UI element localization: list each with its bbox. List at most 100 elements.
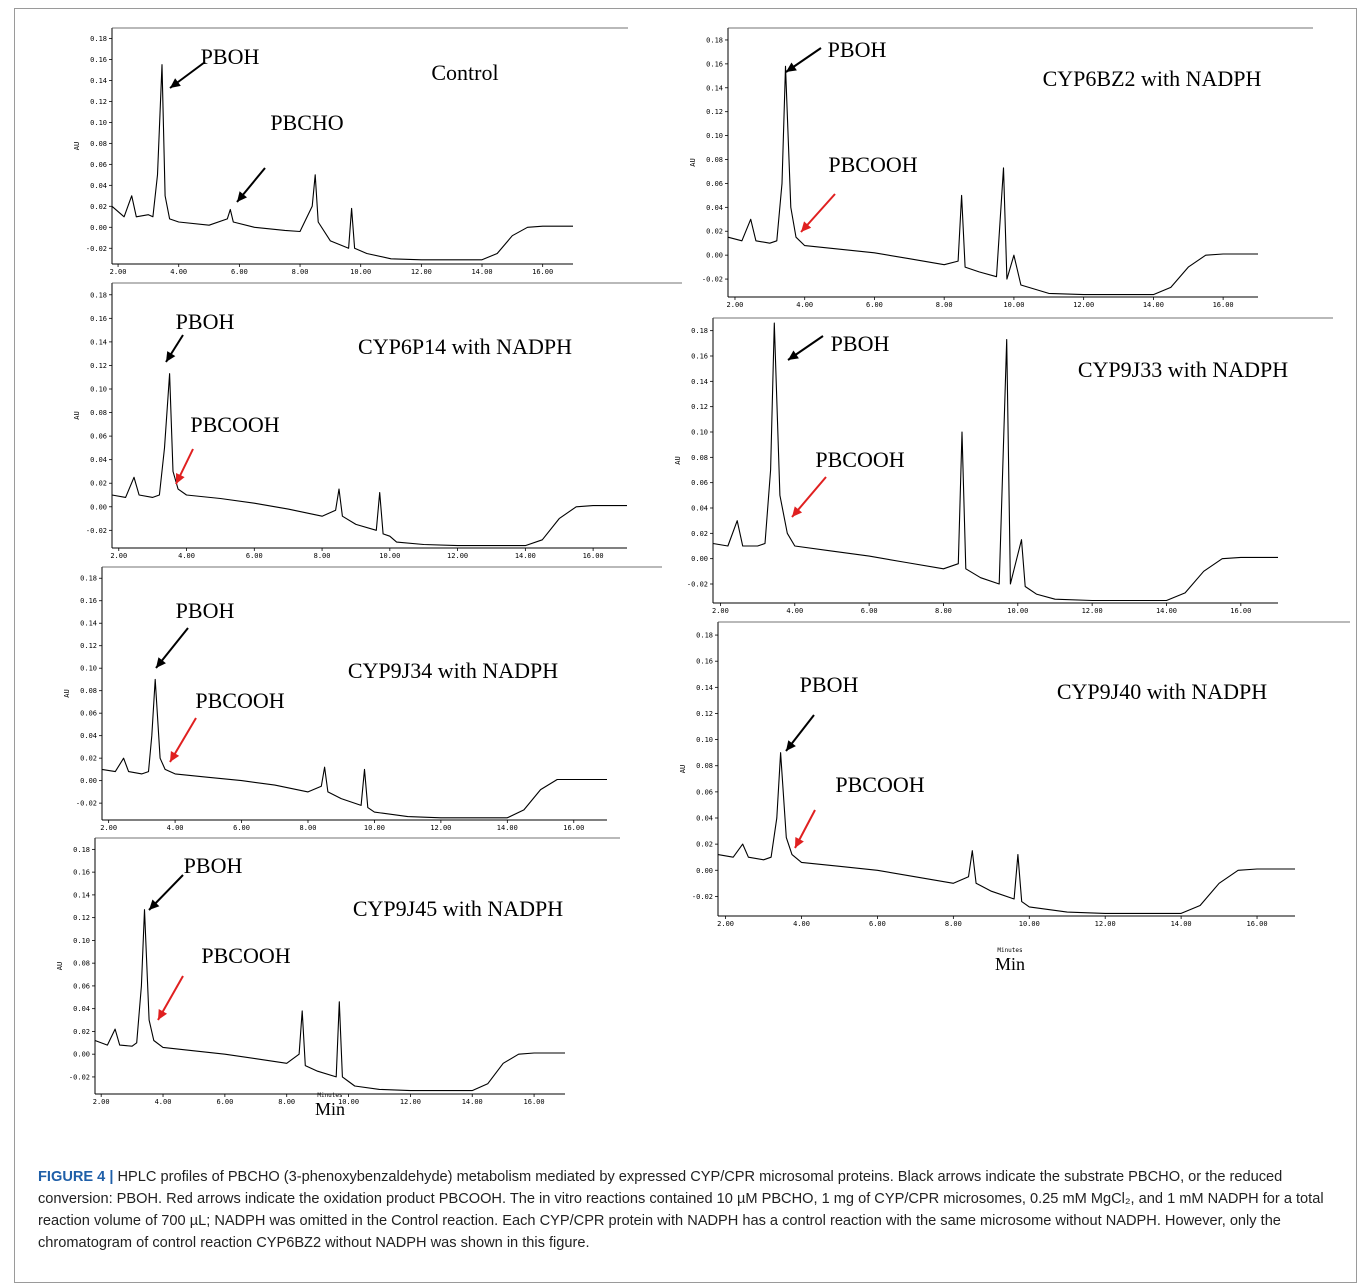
y-tick-label: 0.10 — [73, 937, 90, 945]
peak-arrow-head — [166, 351, 176, 362]
peak-label: PBOH — [831, 331, 890, 356]
x-tick-label: 10.00 — [1019, 920, 1040, 928]
y-tick-label: 0.16 — [696, 658, 713, 666]
y-tick-label: 0.00 — [73, 1051, 90, 1059]
x-tick-label: 6.00 — [861, 607, 878, 615]
y-tick-label: -0.02 — [692, 893, 713, 901]
peak-arrow-head — [176, 473, 185, 484]
caption-text: HPLC profiles of PBCHO (3-phenoxybenzald… — [38, 1169, 1324, 1251]
y-tick-label: 0.12 — [691, 403, 708, 411]
x-tick-label: 12.00 — [400, 1098, 421, 1106]
x-tick-label: 14.00 — [462, 1098, 483, 1106]
y-tick-label: 0.14 — [90, 77, 107, 85]
y-tick-label: 0.18 — [80, 575, 97, 583]
peak-label: PBCOOH — [195, 688, 284, 713]
chromatogram-panel: -0.02 0.00 0.02 0.04 0.06 0.08 0.10 0.12 0.14 0.1… — [63, 566, 662, 832]
chromatogram-panel: -0.02 0.00 0.02 0.04 0.06 0.08 0.10 0.12 0.14 0.1… — [679, 621, 1350, 974]
y-tick-label: 0.06 — [696, 788, 713, 796]
peak-arrow-head — [156, 657, 166, 668]
peak-arrow-head — [170, 751, 180, 762]
x-tick-label: 6.00 — [231, 268, 248, 276]
x-tick-label: 4.00 — [170, 268, 187, 276]
y-tick-label: 0.08 — [696, 762, 713, 770]
x-tick-label: 8.00 — [300, 824, 317, 832]
y-tick-label: 0.12 — [73, 914, 90, 922]
y-tick-label: -0.02 — [86, 527, 107, 535]
x-tick-label: 2.00 — [110, 552, 127, 560]
x-tick-label: 4.00 — [796, 301, 813, 309]
y-tick-label: 0.00 — [90, 224, 107, 232]
y-tick-label: -0.02 — [702, 276, 723, 284]
figure-caption: FIGURE 4 | HPLC profiles of PBCHO (3-phe… — [38, 1166, 1328, 1254]
x-tick-label: 8.00 — [292, 268, 309, 276]
peak-arrow-head — [237, 191, 247, 202]
x-tick-label: 10.00 — [1007, 607, 1028, 615]
x-tick-label: 16.00 — [563, 824, 584, 832]
y-tick-label: 0.04 — [90, 182, 107, 190]
y-tick-label: 0.14 — [73, 891, 90, 899]
x-tick-label: 8.00 — [314, 552, 331, 560]
series-trace — [101, 678, 607, 819]
y-tick-label: -0.02 — [76, 800, 97, 808]
x-tick-label: 2.00 — [717, 920, 734, 928]
series-trace — [111, 373, 627, 547]
x-tick-label: 4.00 — [167, 824, 184, 832]
y-axis-label: AU — [679, 765, 687, 773]
x-tick-label: 8.00 — [945, 920, 962, 928]
panel-title: CYP6BZ2 with NADPH — [1043, 66, 1262, 91]
x-tick-label: 12.00 — [447, 552, 468, 560]
y-tick-label: 0.12 — [696, 710, 713, 718]
y-axis-label: AU — [689, 158, 697, 166]
x-tick-label: 2.00 — [93, 1098, 110, 1106]
peak-arrow-head — [795, 837, 804, 848]
x-tick-label: 16.00 — [532, 268, 553, 276]
y-axis-label: AU — [56, 962, 64, 970]
peak-arrow-head — [801, 221, 812, 232]
x-tick-label: 12.00 — [1073, 301, 1094, 309]
peak-label: PBOH — [184, 853, 243, 878]
y-tick-label: 0.14 — [696, 684, 713, 692]
peak-label: PBCOOH — [201, 943, 290, 968]
y-axis-label: AU — [73, 142, 81, 150]
y-tick-label: -0.02 — [687, 581, 708, 589]
x-tick-label: 12.00 — [411, 268, 432, 276]
peak-label: PBOH — [201, 44, 260, 69]
y-tick-label: 0.10 — [691, 429, 708, 437]
y-tick-label: 0.06 — [90, 161, 107, 169]
x-tick-label: 14.00 — [1143, 301, 1164, 309]
y-tick-label: 0.10 — [90, 386, 107, 394]
x-tick-label: 8.00 — [936, 301, 953, 309]
y-tick-label: 0.18 — [73, 846, 90, 854]
x-axis-label: Min — [315, 1099, 345, 1119]
y-tick-label: 0.14 — [80, 620, 97, 628]
y-tick-label: 0.18 — [706, 36, 723, 44]
x-tick-label: 10.00 — [1003, 301, 1024, 309]
y-tick-label: 0.16 — [706, 60, 723, 68]
x-tick-label: 16.00 — [524, 1098, 545, 1106]
panel-title: CYP6P14 with NADPH — [358, 334, 572, 359]
y-tick-label: -0.02 — [69, 1073, 90, 1081]
y-tick-label: 0.10 — [90, 119, 107, 127]
y-tick-label: 0.04 — [80, 732, 97, 740]
x-tick-label: 8.00 — [935, 607, 952, 615]
y-tick-label: 0.18 — [90, 35, 107, 43]
x-axis-label: Min — [995, 954, 1025, 974]
y-tick-label: 0.02 — [90, 203, 107, 211]
y-tick-label: 0.04 — [90, 456, 107, 464]
y-tick-label: 0.12 — [90, 362, 107, 370]
y-tick-label: 0.06 — [706, 180, 723, 188]
y-tick-label: 0.10 — [80, 665, 97, 673]
peak-label: PBOH — [176, 598, 235, 623]
y-tick-label: 0.08 — [90, 409, 107, 417]
y-axis-label: AU — [674, 456, 682, 464]
y-tick-label: 0.08 — [90, 140, 107, 148]
x-tick-label: 6.00 — [216, 1098, 233, 1106]
series-trace — [111, 64, 573, 261]
x-tick-label: 14.00 — [1156, 607, 1177, 615]
chromatogram-panel: -0.02 0.00 0.02 0.04 0.06 0.08 0.10 0.12 0.14 0.1… — [674, 317, 1333, 615]
x-tick-label: 14.00 — [471, 268, 492, 276]
x-tick-label: 6.00 — [869, 920, 886, 928]
y-tick-label: 0.14 — [691, 378, 708, 386]
panel-title: CYP9J40 with NADPH — [1057, 679, 1267, 704]
y-tick-label: 0.16 — [90, 56, 107, 64]
